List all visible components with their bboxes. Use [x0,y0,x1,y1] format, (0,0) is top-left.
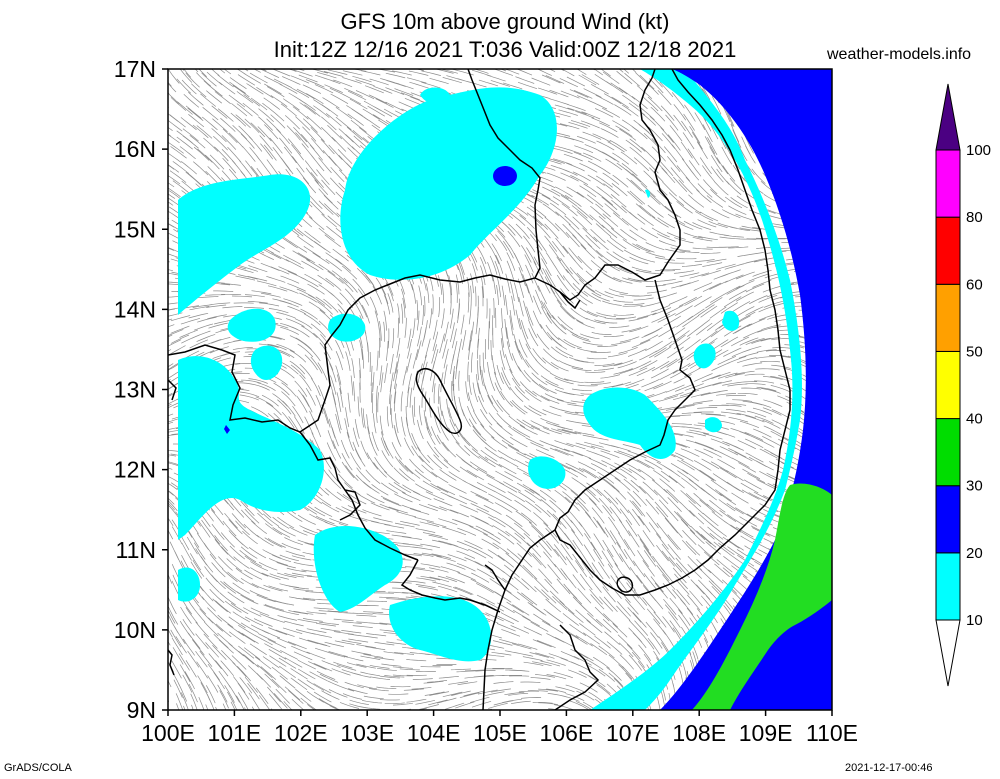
colorbar-box [935,283,961,352]
wind-shading-30-40 [692,483,832,710]
colorbar-label: 80 [966,209,983,226]
colorbar-box [935,149,961,218]
colorbar-label: 30 [966,478,983,495]
colorbar-box [935,552,961,621]
colorbar-upper-cap [935,83,961,151]
colorbar-box [935,418,961,487]
lat-label: 14N [114,296,156,322]
footer-timestamp: 2021-12-17-00:46 [845,762,933,774]
map-title: GFS 10m above ground Wind (kt) [340,9,670,34]
lat-label: 16N [114,136,156,162]
borders-and-coastline [168,69,791,710]
lat-label: 9N [127,697,156,723]
colorbar-label: 40 [966,411,983,428]
colorbar-box [935,350,961,420]
lon-label: 105E [473,720,527,746]
colorbar: 10 20 30 40 50 60 80 100 [935,83,991,687]
lon-label: 109E [739,720,793,746]
lon-label: 110E [806,720,858,746]
lon-label: 104E [407,720,461,746]
colorbar-lower-cap [935,619,961,687]
lon-label: 100E [141,720,195,746]
lat-label: 12N [114,457,156,483]
lon-label: 108E [672,720,726,746]
longitude-axis: 100E 101E 102E 103E 104E 105E 106E 107E 108E 109E… [141,710,858,746]
colorbar-label: 50 [966,343,983,360]
lon-label: 102E [274,720,328,746]
wind-shading-10-20 [178,69,802,710]
latitude-axis: 17N 16N 15N 14N 13N 12N 11N 10N 9N [114,56,168,723]
colorbar-label: 20 [966,545,983,562]
lat-label: 13N [114,377,156,403]
colorbar-box [935,216,961,285]
lon-label: 103E [340,720,394,746]
colorbar-label: 100 [966,142,991,159]
colorbar-label: 60 [966,276,983,293]
footer-credit: GrADS/COLA [4,762,72,774]
site-credit: weather-models.info [827,46,972,63]
lat-label: 15N [114,216,156,242]
map-subtitle: Init:12Z 12/16 2021 T:036 Valid:00Z 12/1… [273,37,737,62]
lat-label: 10N [114,617,156,643]
lat-label: 11N [116,537,157,563]
lon-label: 107E [606,720,660,746]
map-plot-area [168,69,832,710]
colorbar-box [935,485,961,554]
lon-label: 101E [208,720,262,746]
colorbar-label: 10 [966,612,983,629]
lat-label: 17N [114,56,156,82]
lon-label: 106E [540,720,594,746]
